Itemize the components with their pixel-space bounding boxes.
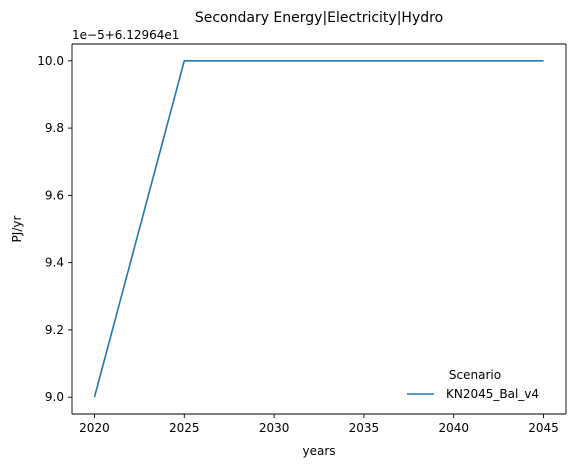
x-tick-label: 2045 [528,421,559,435]
x-axis-label: years [302,444,335,458]
y-tick-label: 9.4 [45,256,64,270]
chart-title: Secondary Energy|Electricity|Hydro [195,10,443,26]
plot-area [72,44,566,414]
legend-title: Scenario [449,368,501,382]
y-axis-ticks: 9.0 9.2 9.4 9.6 9.8 10.0 [37,54,72,404]
x-tick-label: 2030 [259,421,290,435]
series-layer [93,60,544,398]
series-line-0 [93,60,544,398]
x-tick-label: 2035 [349,421,380,435]
y-tick-label: 9.2 [45,323,64,337]
legend-entry: KN2045_Bal_v4 [446,387,539,401]
y-axis-offset-label: 1e−5+6.12964e1 [72,28,179,42]
x-tick-label: 2040 [438,421,469,435]
y-axis-label: PJ/yr [10,216,24,243]
y-tick-label: 9.0 [45,390,64,404]
y-tick-label: 9.8 [45,121,64,135]
legend: Scenario KN2045_Bal_v4 [407,368,539,401]
y-tick-label: 9.6 [45,188,64,202]
x-tick-label: 2020 [79,421,110,435]
axes-spines [71,43,567,415]
x-axis-ticks: 2020 2025 2030 2035 2040 2045 [79,414,559,435]
y-tick-label: 10.0 [37,54,64,68]
x-tick-label: 2025 [169,421,200,435]
